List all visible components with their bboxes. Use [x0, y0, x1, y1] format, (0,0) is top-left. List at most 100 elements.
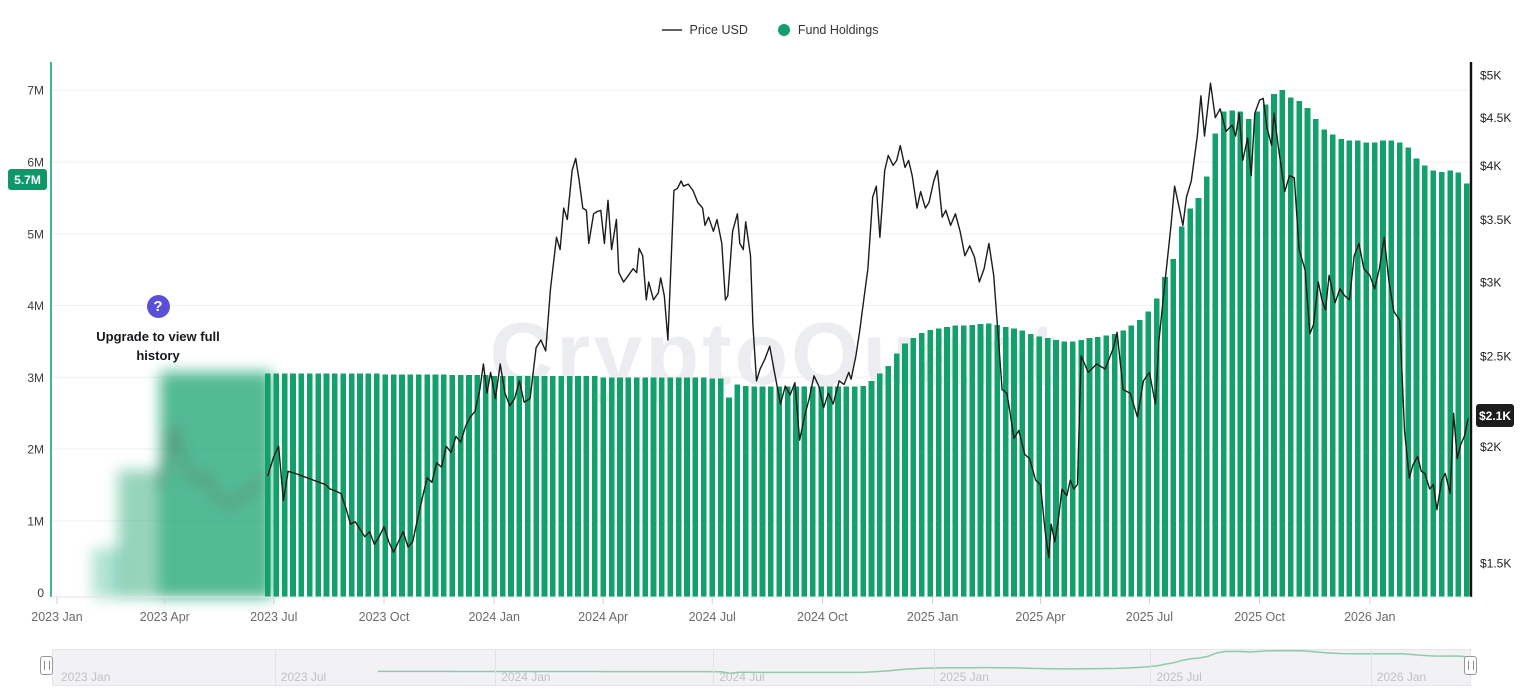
question-icon[interactable]: ?: [146, 295, 170, 318]
holdings-bar: [1455, 172, 1462, 597]
holdings-bar: [726, 397, 732, 597]
holdings-bar: [742, 385, 749, 597]
holdings-bar: [751, 386, 757, 597]
left-axis-tick-label: 6M: [27, 155, 44, 169]
holdings-bar: [709, 378, 715, 597]
legend: Price USD Fund Holdings: [0, 23, 1540, 37]
x-axis-tick-label: 2023 Jan: [31, 610, 82, 624]
navigator-mini-chart: [377, 650, 1468, 674]
holdings-bar: [1086, 337, 1093, 597]
holdings-bar: [1296, 101, 1302, 597]
holdings-bar: [1019, 330, 1026, 597]
holdings-bar: [1120, 330, 1126, 597]
holdings-bar: [457, 375, 464, 597]
x-axis-tick-label: 2025 Apr: [1015, 610, 1065, 624]
holdings-bar: [1137, 319, 1143, 597]
holdings-bar: [1346, 140, 1353, 597]
holdings-bar: [424, 374, 430, 597]
navigator-divider: [933, 650, 935, 685]
x-axis-tick-label: 2026 Jan: [1344, 610, 1395, 624]
x-axis-tick-label: 2025 Oct: [1234, 610, 1285, 624]
right-axis-tick-label: $4.5K: [1480, 111, 1511, 125]
holdings-bar: [1254, 111, 1260, 597]
holdings-bar: [617, 377, 623, 597]
holdings-bar: [608, 377, 615, 597]
navigator-left-handle[interactable]: [40, 656, 53, 675]
navigator-divider: [1370, 650, 1372, 685]
holdings-bar: [977, 324, 984, 597]
right-axis-tick-label: $1.5K: [1480, 556, 1511, 570]
x-axis-tick-label: 2024 Jan: [468, 610, 519, 624]
holdings-bar: [550, 375, 556, 597]
holdings-bar: [558, 375, 565, 597]
holdings-bar: [357, 373, 363, 597]
holdings-bar: [818, 386, 824, 597]
holdings-bar: [633, 377, 640, 597]
left-axis-tick-label: 4M: [27, 299, 44, 313]
holdings-bar: [1204, 176, 1210, 597]
holdings-bar: [1371, 142, 1378, 597]
holdings-bar: [810, 386, 816, 597]
left-axis-tick-label: 5M: [27, 227, 44, 241]
navigator-tick-label: 2025 Jan: [939, 670, 989, 684]
holdings-bar: [474, 375, 481, 597]
left-axis-tick-label: 7M: [27, 84, 44, 98]
holdings-bar: [784, 386, 791, 597]
x-axis-tick-label: 2024 Apr: [578, 610, 628, 624]
last-holdings-badge: 5.7M: [8, 169, 47, 190]
holdings-bar: [1279, 90, 1286, 597]
legend-item-price[interactable]: Price USD: [661, 23, 748, 37]
holdings-bar: [877, 373, 883, 597]
holdings-bar: [1380, 140, 1386, 597]
holdings-bar: [927, 329, 933, 597]
right-axis-tick-label: $2.5K: [1480, 349, 1511, 363]
x-axis-tick-label: 2025 Jul: [1126, 610, 1173, 624]
holdings-bar: [1170, 258, 1177, 597]
holdings-bar: [508, 375, 514, 597]
holdings-bar: [374, 373, 380, 597]
holdings-bar: [600, 377, 606, 597]
x-axis-tick-label: 2023 Apr: [140, 610, 190, 624]
holdings-bar: [843, 386, 850, 597]
right-axis-tick-label: $4K: [1480, 159, 1501, 173]
main-chart[interactable]: CryptoQuant01M2M3M4M5M6M7M$1.5K$2K$2.5K$…: [0, 0, 1540, 645]
x-axis-tick-label: 2024 Jul: [689, 610, 736, 624]
holdings-bar: [701, 377, 707, 597]
holdings-bar: [801, 386, 808, 597]
holdings-bar: [1271, 93, 1277, 597]
holdings-bar: [1103, 335, 1110, 597]
holdings-bar: [340, 373, 347, 597]
holdings-bar: [281, 373, 288, 597]
navigator-right-handle[interactable]: [1464, 656, 1477, 675]
grip-icon: [1467, 661, 1474, 670]
holdings-bar: [566, 375, 573, 597]
holdings-bar: [365, 373, 372, 597]
holdings-bar: [399, 374, 405, 597]
navigator-tick-label: 2023 Jan: [61, 670, 111, 684]
navigator[interactable]: 2023 Jan 2023 Jul 2024 Jan 2024 Jul 2025 Jan…: [52, 649, 1471, 686]
blurred-price-line: [156, 421, 264, 509]
holdings-bar: [1195, 197, 1202, 597]
holdings-bar: [692, 377, 699, 597]
navigator-tick-label: 2023 Jul: [280, 670, 327, 684]
holdings-bar: [717, 378, 724, 597]
holdings-bar: [1329, 134, 1336, 597]
holdings-bar: [1069, 341, 1076, 597]
holdings-bar: [449, 375, 456, 597]
holdings-bar: [348, 373, 355, 597]
legend-item-holdings[interactable]: Fund Holdings: [777, 23, 878, 37]
left-axis-tick-label: 3M: [27, 371, 44, 385]
holdings-bar: [1237, 111, 1244, 597]
fund-holdings-swatch-icon: [777, 24, 790, 36]
holdings-bar: [885, 365, 892, 597]
holdings-bar: [910, 337, 917, 597]
right-axis-tick-label: $5K: [1480, 69, 1501, 83]
upgrade-overlay[interactable]: ? Upgrade to view full history: [58, 295, 258, 365]
holdings-bar: [893, 353, 900, 597]
holdings-bar: [1422, 165, 1428, 597]
holdings-bar: [1212, 133, 1219, 597]
blurred-bars-older: [118, 470, 164, 598]
holdings-bar: [265, 373, 271, 597]
navigator-tick-label: 2024 Jan: [501, 670, 551, 684]
holdings-bar: [1321, 129, 1328, 597]
